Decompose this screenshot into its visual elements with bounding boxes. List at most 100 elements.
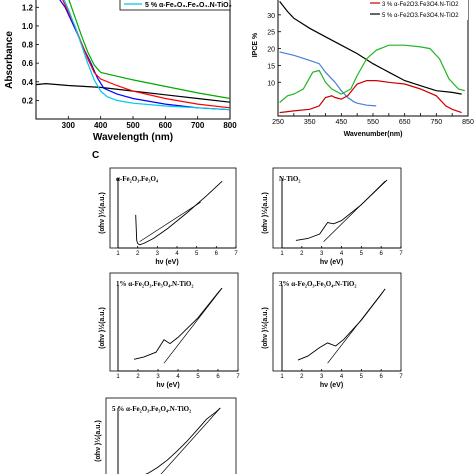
tauc-x-tick-label: 2 — [300, 251, 304, 257]
tauc-x-tick-label: 2 — [300, 374, 304, 380]
absorbance-series-2 — [59, 0, 231, 111]
absorbance-x-axis-label: Wavelength (nm) — [93, 132, 173, 143]
tauc-panel-title: N-TiO₂ — [279, 175, 300, 183]
absorbance-x-tick-label: 500 — [126, 121, 140, 130]
ipce-y-tick-label: 25 — [267, 30, 275, 37]
ipce-x-tick-label: 750 — [430, 119, 442, 126]
tauc-x-tick-label: 1 — [280, 374, 284, 380]
ipce-series-1 — [279, 1, 462, 95]
tauc-x-tick-label: 3 — [156, 374, 160, 380]
ipce-y-tick-label: 30 — [267, 13, 275, 20]
tauc-x-tick-label: 1 — [116, 374, 120, 380]
absorbance-y-tick-label: 0.8 — [22, 41, 34, 50]
ipce-y-axis-label: IPCE % — [252, 32, 259, 57]
tauc-tangent-line — [163, 287, 223, 364]
tauc-x-tick-label: 1 — [116, 251, 120, 257]
tauc-panel-frame — [109, 272, 239, 372]
tauc-x-tick-label: 3 — [320, 374, 324, 380]
tauc-tangent-line — [327, 288, 386, 364]
tauc-x-axis-label: hν (eV) — [320, 382, 343, 389]
absorbance-y-tick-label: 1.0 — [22, 22, 34, 31]
tauc-x-tick-label: 7 — [234, 251, 238, 257]
tauc-x-tick-label: 4 — [176, 374, 180, 380]
tauc-panel-frame — [109, 167, 237, 249]
absorbance-series-4 — [68, 0, 231, 100]
absorbance-series-3 — [62, 0, 231, 109]
ipce-legend-entry-1: 3 % α-Fe2O3.Fe3O4.N-TiO2 — [382, 2, 459, 8]
tauc-panel-title: α-Fe₂O₃.Fe₃O₄ — [116, 175, 159, 183]
ipce-legend-box — [368, 0, 468, 20]
ipce-series-3 — [279, 44, 465, 103]
absorbance-y-tick-label: 1.2 — [22, 3, 34, 12]
ipce-legend-entry-2: 5 % α-Fe2O3.Fe3O4.N-TiO2 — [382, 13, 459, 19]
tauc-x-axis-label: hν (eV) — [155, 259, 178, 266]
absorbance-plot-frame — [35, 0, 231, 120]
ipce-x-tick-label: 450 — [335, 119, 347, 126]
tauc-plot-fe2o3-fe3o4: α-Fe₂O₃.Fe₃O₄ 1 2 3 4 5 6 7 hν (eV) (αhν )½(a.u.) — [98, 167, 238, 266]
tauc-tangent-line — [139, 201, 201, 242]
tauc-panel-frame — [272, 272, 402, 372]
ipce-y-tick-label: 20 — [267, 47, 275, 54]
tauc-y-axis-label: (αhν )½(a.u.) — [261, 307, 269, 349]
absorbance-chart: 300 400 500 600 700 800 0.2 0.4 0.6 0.8 1.0 1.2 5 %… — [4, 0, 237, 143]
ipce-x-tick-label: 250 — [272, 119, 284, 126]
tauc-x-tick-label: 3 — [320, 251, 324, 257]
tauc-curve — [145, 407, 221, 474]
tauc-x-tick-label: 6 — [379, 251, 383, 257]
absorbance-series-1 — [35, 82, 231, 103]
ipce-series-2 — [279, 51, 377, 107]
tauc-tangent-line — [323, 180, 386, 242]
ipce-y-tick-label: 15 — [267, 63, 275, 70]
absorbance-legend-box — [119, 0, 231, 11]
tauc-x-tick-label: 6 — [379, 374, 383, 380]
absorbance-x-tick-label: 600 — [159, 121, 173, 130]
tauc-x-tick-label: 7 — [399, 251, 403, 257]
absorbance-x-tick-label: 800 — [223, 121, 237, 130]
tauc-x-tick-label: 5 — [195, 251, 199, 257]
tauc-plot-1pct: 1% α-Fe₂O₃.Fe₃O₄.N-TiO₂ 1 2 3 4 5 6 7 hν (eV) (αh… — [98, 272, 240, 389]
ipce-y-tick-label: 10 — [267, 80, 275, 87]
tauc-y-axis-label: (αhν )½(a.u.) — [98, 307, 106, 349]
panel-c-label: C — [92, 150, 99, 161]
tauc-x-tick-label: 1 — [280, 251, 284, 257]
ipce-series-4 — [279, 80, 462, 114]
ipce-x-tick-label: 650 — [399, 119, 411, 126]
absorbance-x-tick-label: 700 — [191, 121, 205, 130]
absorbance-x-tick-label: 300 — [62, 121, 76, 130]
absorbance-y-tick-label: 0.6 — [22, 59, 34, 68]
tauc-x-tick-label: 7 — [236, 374, 240, 380]
tauc-panel-title: 5 % α-Fe₂O₃.Fe₃O₄.N-TiO₂ — [112, 405, 191, 413]
absorbance-x-tick-label: 400 — [94, 121, 108, 130]
tauc-panel-title: 3% α-Fe₂O₃.Fe₃O₄.N-TiO₂ — [279, 280, 356, 288]
absorbance-y-tick-label: 0.2 — [22, 96, 34, 105]
tauc-y-axis-label: (αhν )½(a.u.) — [98, 192, 106, 234]
tauc-panel-title: 1% α-Fe₂O₃.Fe₃O₄.N-TiO₂ — [116, 280, 193, 288]
tauc-x-tick-label: 6 — [215, 251, 219, 257]
tauc-curve — [133, 287, 223, 360]
tauc-x-tick-label: 3 — [156, 251, 160, 257]
tauc-x-tick-label: 2 — [136, 374, 140, 380]
tauc-plot-3pct: 3% α-Fe₂O₃.Fe₃O₄.N-TiO₂ 1 2 3 4 5 6 7 hν (eV) (αh… — [261, 272, 403, 389]
tauc-panel-frame — [272, 167, 402, 249]
tauc-plot-n-tio2: N-TiO₂ 1 2 3 4 5 6 7 hν (eV) (αhν )½(a.u.) — [261, 167, 403, 266]
tauc-x-axis-label: hν (eV) — [156, 382, 179, 389]
tauc-x-tick-label: 4 — [340, 374, 344, 380]
tauc-panel-frame — [105, 397, 237, 474]
tauc-x-axis-label: hν (eV) — [320, 259, 343, 266]
tauc-x-tick-label: 5 — [360, 374, 364, 380]
ipce-x-tick-label: 850 — [462, 119, 474, 126]
tauc-plot-5pct: 5 % α-Fe₂O₃.Fe₃O₄.N-TiO₂ (αhν )½(a.u.) — [94, 397, 237, 474]
tauc-tangent-line — [160, 407, 221, 474]
absorbance-y-tick-label: 0.4 — [22, 78, 34, 87]
tauc-x-tick-label: 6 — [216, 374, 220, 380]
tauc-x-tick-label: 4 — [175, 251, 179, 257]
ipce-x-tick-label: 550 — [367, 119, 379, 126]
absorbance-series-5 — [63, 0, 231, 111]
tauc-x-tick-label: 4 — [340, 251, 344, 257]
ipce-x-axis-label: Wavenumber(nm) — [344, 131, 403, 138]
tauc-y-axis-label: (αhν )½(a.u.) — [94, 420, 102, 462]
tauc-x-tick-label: 7 — [399, 374, 403, 380]
tauc-x-tick-label: 2 — [136, 251, 140, 257]
absorbance-legend-entry: 5 % α-Fe₂O₃.Fe₃O₄.N-TiO₂ — [145, 2, 232, 9]
